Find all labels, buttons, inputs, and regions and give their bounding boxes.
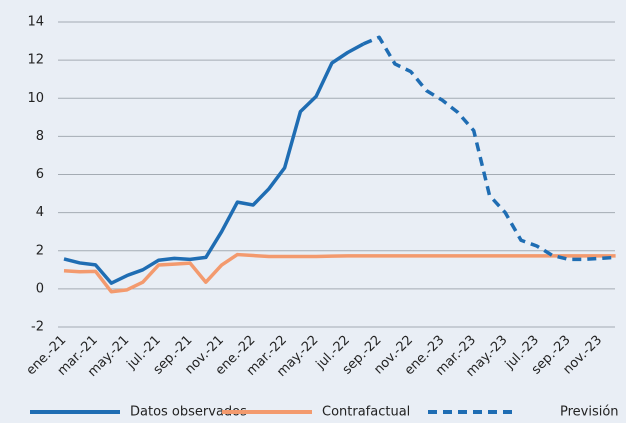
legend-label: Contrafactual (322, 405, 410, 420)
series-line (63, 252, 616, 294)
y-tick-label: 2 (36, 243, 44, 258)
y-tick-label: 14 (27, 15, 44, 30)
y-tick-label: 4 (36, 205, 44, 220)
y-tick-label: 8 (36, 129, 44, 144)
y-tick-label: 10 (27, 91, 44, 106)
legend-label: Datos observados (130, 405, 247, 420)
legend-label: Previsión (560, 405, 619, 420)
y-tick-label: 6 (36, 167, 44, 182)
series-line (63, 42, 365, 285)
series-line (362, 35, 616, 262)
y-tick-label: 12 (27, 53, 44, 68)
y-tick-label: 0 (36, 281, 44, 296)
y-tick-label: -2 (31, 320, 44, 335)
